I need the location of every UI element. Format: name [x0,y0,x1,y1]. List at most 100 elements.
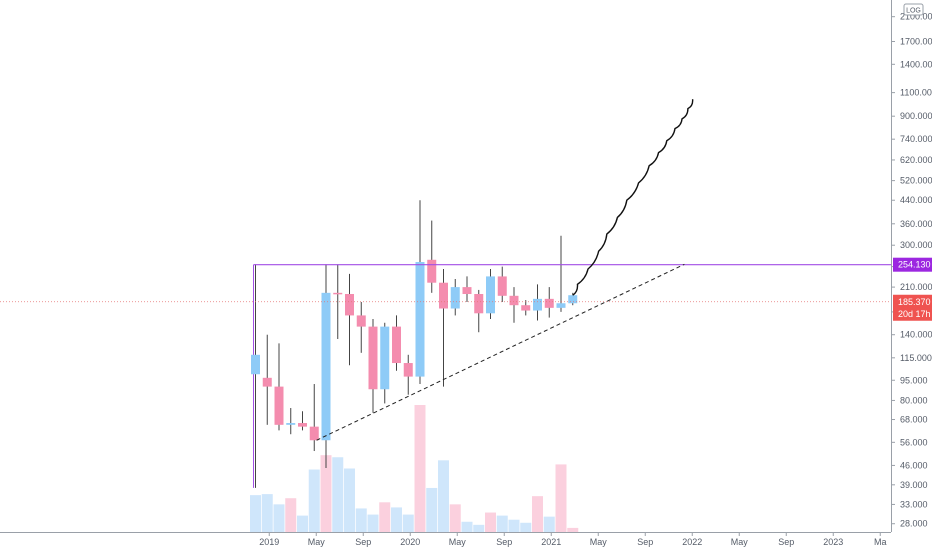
price-tick-label: 115.000 [900,353,932,363]
candle-body [544,298,554,308]
time-tick-label: 2022 [682,537,702,547]
volume-bar [461,521,473,532]
candle-body [474,294,484,314]
price-tick-label: 56.000 [900,437,928,447]
volume-bar [367,514,379,532]
volume-bar [379,502,391,532]
candle-body [486,276,495,314]
volume-bar [496,515,508,532]
log-scale-badge[interactable]: LOG [903,3,924,16]
time-tick-label: Sep [496,537,512,547]
candle-body [298,423,307,427]
volume-bar [355,508,367,532]
time-tick-label: May [308,537,326,547]
volume-bar [520,522,532,532]
price-tick-label: 140.000 [900,330,932,340]
resistance-price-tag: 254.130 [893,257,932,272]
candle-body [439,282,448,309]
price-tick-label: 95.000 [900,375,928,385]
volume-bars [250,264,579,532]
support-trendline[interactable] [316,263,685,441]
time-tick-label: Sep [778,537,794,547]
current-price-tag: 185.370 20d 17h [893,294,932,321]
volume-bar [285,498,297,532]
volume-bar [414,405,426,532]
price-tick-label: 740.000 [900,134,932,144]
resistance-price-label: 254.130 [898,260,931,270]
volume-bar [332,457,344,532]
price-tick-label: 46.000 [900,460,928,470]
candle-body [286,423,296,425]
volume-bar [391,507,402,532]
time-tick-label: 2023 [823,537,843,547]
price-tick-label: 39.000 [900,480,928,490]
price-tick-label: 1100.000 [900,88,932,98]
price-tick-label: 1400.000 [900,59,932,69]
volume-bar [438,460,449,532]
candle-body [450,287,460,309]
price-tick-label: 360.000 [900,219,932,229]
price-tick-label: 80.000 [900,395,928,405]
price-tick-label: 210.000 [900,282,932,292]
volume-bar [261,494,273,532]
volume-bar [308,469,320,532]
candle-body [251,354,260,375]
price-tick-label: 620.000 [900,155,932,165]
time-tick-label: 2021 [541,537,561,547]
log-scale-label: LOG [906,8,921,15]
volume-bar [485,512,496,532]
current-price-label: 185.370 [898,297,931,307]
candle-body [533,298,542,311]
time-axis[interactable]: 2019 May Sep 2020 May Sep 2021 May Sep 2022 May Sep… [259,532,887,547]
time-tick-label: 2019 [259,537,279,547]
price-tick-label: 1700.000 [900,36,932,46]
candle-body [333,292,343,295]
candle-body [309,426,319,441]
candle-body [509,295,519,306]
volume-bar [473,524,485,532]
candle-body [521,305,531,311]
candle-body [427,259,437,283]
candle-body [415,262,425,377]
candle-body [262,377,272,387]
price-tick-label: 2100.000 [900,12,932,22]
candle-body [556,303,566,308]
price-tick-label: 68.000 [900,415,928,425]
candle-body [274,386,284,425]
volume-bar [426,487,438,532]
price-tick-label: 28.000 [900,519,928,529]
volume-bar [273,504,285,532]
volume-bar [297,515,308,532]
volume-bar [543,516,555,532]
price-tick-label: 900.000 [900,111,932,121]
candle-body [568,295,578,304]
candle-body [462,287,472,295]
volume-bar [320,455,332,532]
bar-countdown-label: 20d 17h [898,309,931,319]
volume-bar [555,464,567,532]
projection-path[interactable] [572,99,694,296]
time-tick-label: Sep [355,537,371,547]
time-tick-label: Ma [874,537,887,547]
volume-bar [449,504,461,532]
price-tick-label: 440.000 [900,195,932,205]
time-tick-label: Sep [637,537,653,547]
time-tick-label: May [449,537,467,547]
price-tick-label: 300.000 [900,240,932,250]
volume-bar [402,514,414,532]
candle-body [356,315,366,327]
time-tick-label: May [731,537,749,547]
candle-body [321,292,331,441]
volume-bar [344,468,355,532]
candle-body [403,363,413,377]
volume-bar [567,527,579,532]
volume-bar [532,496,543,532]
price-tick-label: 33.000 [900,499,928,509]
candle-body [392,326,401,364]
volume-bar [508,519,520,532]
candle-body [345,294,354,316]
candlesticks [251,200,578,488]
volume-bar [250,495,261,532]
time-tick-label: May [590,537,608,547]
